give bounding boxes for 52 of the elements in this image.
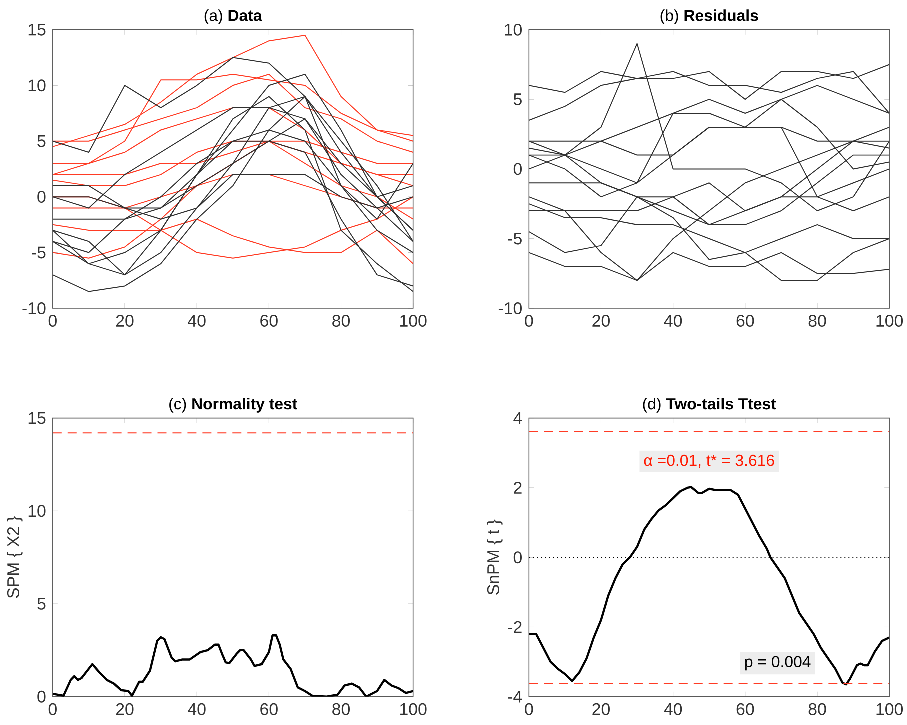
y-tick-label: 0 bbox=[514, 552, 522, 564]
chart-title: (d) Two-tails Ttest bbox=[643, 398, 776, 413]
y-tick-label: 5 bbox=[514, 94, 522, 106]
x-tick-label: 20 bbox=[592, 315, 610, 328]
x-tick-label: 80 bbox=[808, 703, 826, 716]
x-tick-label: 100 bbox=[400, 315, 427, 328]
y-tick-label: -4 bbox=[508, 691, 522, 703]
x-tick-label: 100 bbox=[876, 315, 904, 328]
y-tick-label: -2 bbox=[508, 621, 522, 634]
x-tick-label: 40 bbox=[664, 703, 682, 716]
y-tick-label: 2 bbox=[514, 482, 522, 494]
x-tick-label: 20 bbox=[592, 703, 610, 716]
y-tick-label: 10 bbox=[505, 24, 522, 36]
y-tick-label: 4 bbox=[514, 412, 522, 424]
y-axis-title: SnPM { t } bbox=[487, 520, 503, 595]
x-tick-label: 60 bbox=[260, 315, 278, 328]
x-tick-label: 40 bbox=[664, 315, 682, 328]
chart-title: (c) Normality test bbox=[170, 398, 298, 413]
x-tick-label: 20 bbox=[116, 703, 134, 716]
y-tick-label: -10 bbox=[22, 302, 46, 315]
x-tick-label: 80 bbox=[808, 315, 826, 328]
y-tick-label: 15 bbox=[28, 412, 46, 424]
y-tick-label: 0 bbox=[38, 191, 46, 204]
x-tick-label: 40 bbox=[188, 703, 206, 716]
x-tick-label: 0 bbox=[48, 315, 57, 328]
x-tick-label: 80 bbox=[332, 703, 350, 716]
y-tick-label: 10 bbox=[28, 80, 46, 92]
x-tick-label: 0 bbox=[48, 703, 57, 716]
chart-title: (b) Residuals bbox=[660, 10, 758, 25]
x-tick-label: 20 bbox=[116, 315, 134, 328]
x-tick-label: 0 bbox=[525, 703, 534, 716]
y-tick-label: -5 bbox=[32, 246, 46, 259]
annotation: α =0.01, t* = 3.616 bbox=[644, 455, 774, 468]
y-tick-label: 0 bbox=[514, 163, 522, 176]
y-tick-label: -10 bbox=[498, 302, 522, 315]
x-tick-label: 60 bbox=[736, 315, 754, 328]
y-tick-label: 15 bbox=[28, 24, 46, 36]
x-tick-label: 0 bbox=[525, 315, 534, 328]
x-tick-label: 80 bbox=[332, 315, 350, 328]
chart-title: (a) Data bbox=[204, 10, 262, 25]
y-tick-label: 5 bbox=[38, 136, 46, 148]
x-tick-label: 40 bbox=[188, 315, 206, 328]
x-tick-label: 60 bbox=[736, 703, 754, 716]
y-tick-label: -5 bbox=[508, 233, 522, 245]
y-tick-label: 0 bbox=[38, 690, 46, 703]
y-tick-label: 10 bbox=[28, 505, 46, 518]
y-axis-title: SPM { X2 } bbox=[7, 516, 23, 598]
x-tick-label: 60 bbox=[260, 703, 278, 716]
annotation: p = 0.004 bbox=[745, 656, 811, 671]
x-tick-label: 100 bbox=[400, 703, 427, 716]
y-tick-label: 5 bbox=[38, 598, 46, 610]
x-tick-label: 100 bbox=[876, 703, 904, 716]
